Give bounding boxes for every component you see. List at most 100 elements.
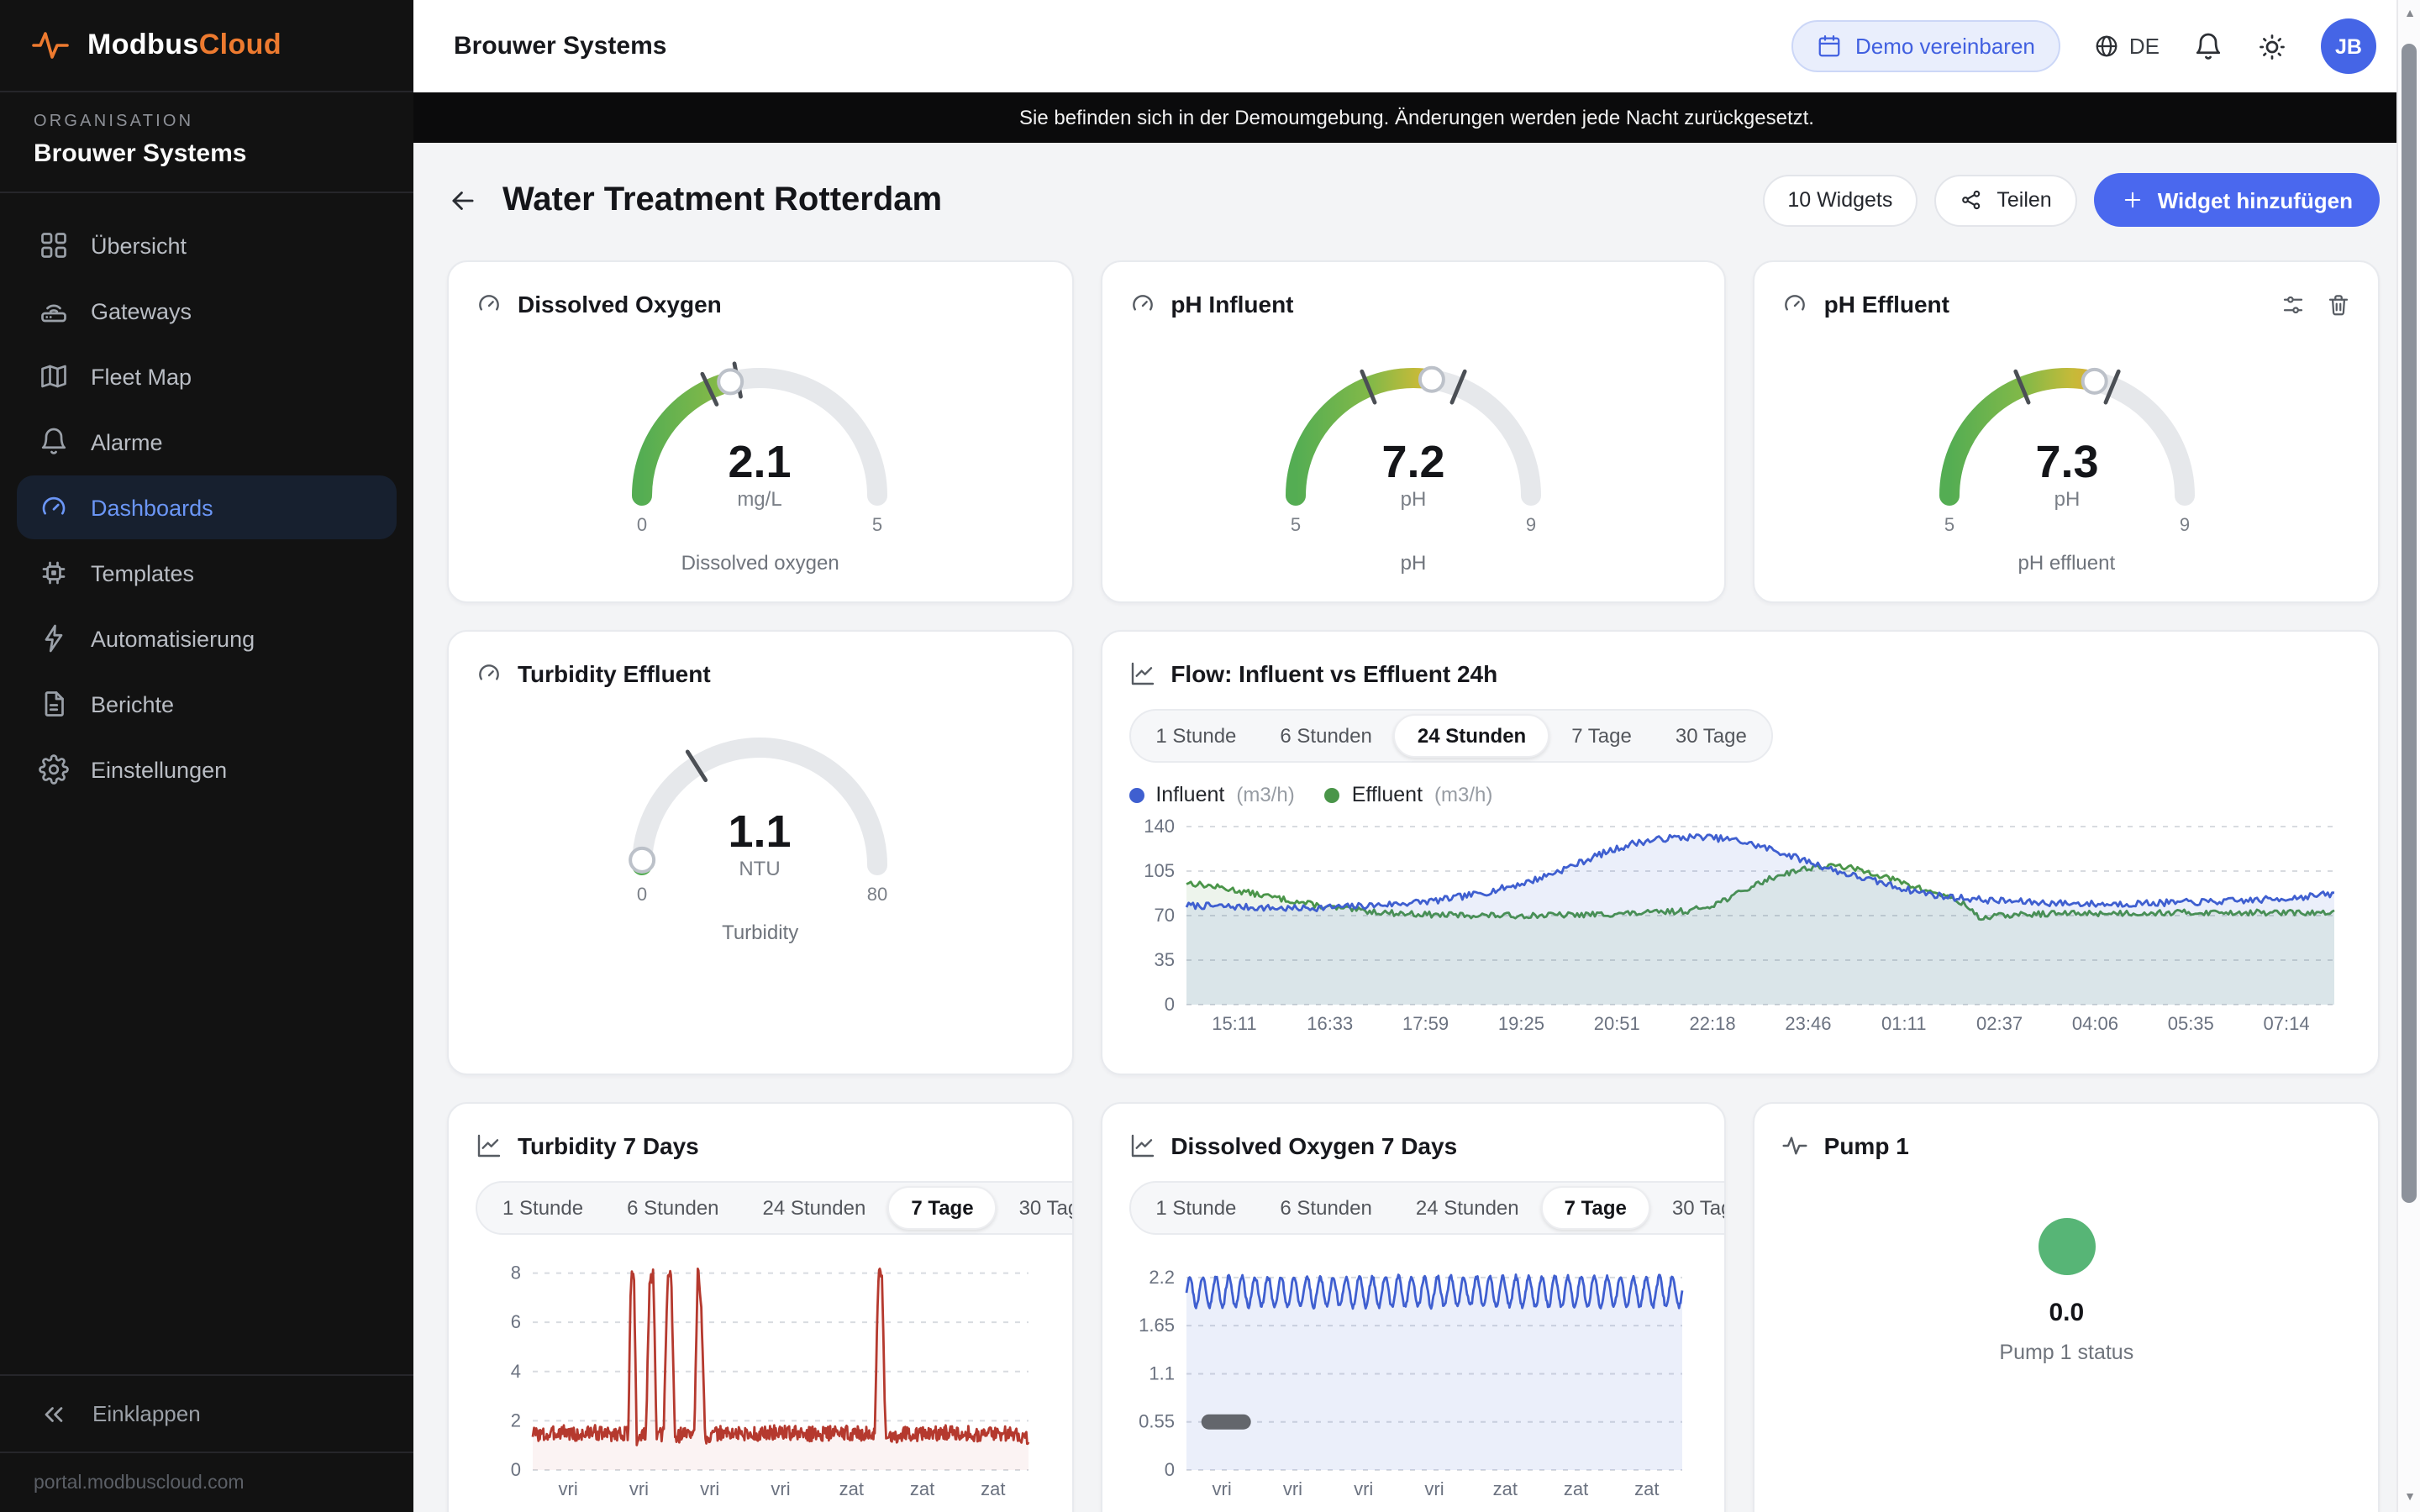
svg-text:vri: vri bbox=[700, 1478, 719, 1499]
svg-text:05:35: 05:35 bbox=[2167, 1013, 2213, 1034]
svg-text:zat: zat bbox=[910, 1478, 934, 1499]
share-button[interactable]: Teilen bbox=[1934, 174, 2076, 226]
sidebar-item-alarme[interactable]: Alarme bbox=[17, 410, 397, 474]
svg-text:zat: zat bbox=[1563, 1478, 1587, 1499]
gauge-caption: pH effluent bbox=[2018, 551, 2115, 575]
pump-status-body: 0.0 Pump 1 status bbox=[1782, 1164, 2351, 1364]
scroll-up-arrow[interactable]: ▲ bbox=[2398, 8, 2420, 20]
svg-text:0: 0 bbox=[1164, 994, 1174, 1015]
svg-text:4: 4 bbox=[511, 1361, 521, 1382]
widget-do-7days-chart: Dissolved Oxygen 7 Days 1 Stunde6 Stunde… bbox=[1100, 1102, 1726, 1512]
tab-7-tage[interactable]: 7 Tage bbox=[1541, 1186, 1650, 1230]
tab-30-tage[interactable]: 30 Tage bbox=[1654, 714, 1769, 758]
tab-6-stunden[interactable]: 6 Stunden bbox=[1258, 714, 1393, 758]
sidebar-item-gateways[interactable]: Gateways bbox=[17, 279, 397, 343]
brand-logo[interactable]: ModbusCloud bbox=[0, 0, 413, 92]
tab-30-tage[interactable]: 30 Tage bbox=[1650, 1186, 1727, 1230]
calendar-icon bbox=[1817, 34, 1842, 59]
widget-ph-influent-gauge: pH Influent 7.2pH59 pH bbox=[1100, 260, 1726, 603]
tab-6-stunden[interactable]: 6 Stunden bbox=[605, 1186, 740, 1230]
svg-text:1.1: 1.1 bbox=[729, 806, 792, 857]
sidebar-item-automatisierung[interactable]: Automatisierung bbox=[17, 606, 397, 670]
sidebar-item-label: Automatisierung bbox=[91, 626, 255, 651]
turbidity-chart-plot: 02468vrivrivrivrizatzatzat bbox=[476, 1248, 1044, 1504]
user-avatar[interactable]: JB bbox=[2321, 18, 2376, 74]
schedule-demo-button[interactable]: Demo vereinbaren bbox=[1791, 20, 2060, 72]
widget-header: pH Influent bbox=[1128, 286, 1697, 323]
back-arrow-icon[interactable] bbox=[447, 184, 479, 216]
svg-text:vri: vri bbox=[1282, 1478, 1302, 1499]
sidebar: ModbusCloud ORGANISATION Brouwer Systems… bbox=[0, 0, 413, 1512]
tab-1-stunde[interactable]: 1 Stunde bbox=[1134, 714, 1258, 758]
svg-text:20:51: 20:51 bbox=[1593, 1013, 1639, 1034]
notifications-bell-icon[interactable] bbox=[2193, 31, 2223, 61]
sidebar-item-fleet-map[interactable]: Fleet Map bbox=[17, 344, 397, 408]
legend-item-influent[interactable]: Influent(m3/h) bbox=[1128, 783, 1294, 806]
widget-ph-effluent-gauge: pH Effluent 7.3pH59 pH effluent bbox=[1754, 260, 2380, 603]
dashboard-content: Water Treatment Rotterdam 10 Widgets Tei… bbox=[413, 143, 2420, 1512]
sidebar-item--bersicht[interactable]: Übersicht bbox=[17, 213, 397, 277]
legend-dot bbox=[1128, 787, 1144, 802]
gauge-ph-influent: 7.2pH59 pH bbox=[1128, 328, 1697, 575]
sidebar-item-dashboards[interactable]: Dashboards bbox=[17, 475, 397, 539]
scrollbar-thumb[interactable] bbox=[2402, 44, 2417, 1203]
gauge-dissolved-oxygen: 2.1mg/L05 Dissolved oxygen bbox=[476, 328, 1044, 575]
svg-text:vri: vri bbox=[629, 1478, 649, 1499]
topbar-controls: Demo vereinbaren DE JB bbox=[1791, 18, 2376, 74]
tab-7-tage[interactable]: 7 Tage bbox=[1549, 714, 1654, 758]
sidebar-item-templates[interactable]: Templates bbox=[17, 541, 397, 605]
pulse-logo-icon bbox=[30, 25, 71, 66]
scrollbar[interactable]: ▲ ▼ bbox=[2396, 0, 2420, 1512]
svg-text:mg/L: mg/L bbox=[738, 488, 782, 511]
legend-unit: (m3/h) bbox=[1236, 783, 1294, 806]
gauge-caption: pH bbox=[1401, 551, 1427, 575]
tab-24-stunden[interactable]: 24 Stunden bbox=[741, 1186, 888, 1230]
widget-header: pH Effluent bbox=[1782, 286, 2351, 323]
tab-24-stunden[interactable]: 24 Stunden bbox=[1394, 714, 1549, 758]
chart-legend: Influent(m3/h) Effluent(m3/h) bbox=[1128, 780, 2351, 810]
widget-pump-status: Pump 1 0.0 Pump 1 status bbox=[1754, 1102, 2380, 1512]
widget-settings-icon[interactable] bbox=[2281, 291, 2306, 317]
gauge-turbidity: 1.1NTU080 Turbidity bbox=[476, 697, 1044, 944]
widget-title: Dissolved Oxygen 7 Days bbox=[1171, 1132, 1457, 1159]
tab-30-tage[interactable]: 30 Tage bbox=[997, 1186, 1074, 1230]
sidebar-item-einstellungen[interactable]: Einstellungen bbox=[17, 738, 397, 801]
page-actions: 10 Widgets Teilen Widget hinzufügen bbox=[1762, 173, 2380, 227]
gauge-icon bbox=[476, 291, 502, 318]
scroll-down-arrow[interactable]: ▼ bbox=[2398, 1492, 2420, 1504]
legend-item-effluent[interactable]: Effluent(m3/h) bbox=[1325, 783, 1493, 806]
flow-chart-plot: 0357010514015:1116:3317:5919:2520:5122:1… bbox=[1128, 816, 2351, 1038]
tab-6-stunden[interactable]: 6 Stunden bbox=[1258, 1186, 1393, 1230]
theme-toggle-sun-icon[interactable] bbox=[2257, 31, 2287, 61]
sidebar-item-label: Templates bbox=[91, 560, 194, 585]
sidebar-item-label: Gateways bbox=[91, 298, 192, 323]
language-selector[interactable]: DE bbox=[2094, 34, 2160, 59]
tab-7-tage[interactable]: 7 Tage bbox=[887, 1186, 997, 1230]
svg-text:35: 35 bbox=[1154, 949, 1174, 970]
svg-text:80: 80 bbox=[867, 884, 887, 905]
tab-24-stunden[interactable]: 24 Stunden bbox=[1394, 1186, 1541, 1230]
gauge-icon bbox=[1128, 291, 1155, 318]
router-icon bbox=[39, 296, 69, 326]
time-range-tabs: 1 Stunde6 Stunden24 Stunden7 Tage30 Tage bbox=[1128, 709, 1774, 763]
svg-text:2.1: 2.1 bbox=[729, 437, 792, 487]
file-icon bbox=[39, 689, 69, 719]
chip-icon bbox=[39, 558, 69, 588]
tab-1-stunde[interactable]: 1 Stunde bbox=[1134, 1186, 1258, 1230]
svg-text:9: 9 bbox=[2179, 514, 2189, 535]
sidebar-item-berichte[interactable]: Berichte bbox=[17, 672, 397, 736]
widget-title: Dissolved Oxygen bbox=[518, 291, 722, 318]
svg-text:105: 105 bbox=[1144, 860, 1175, 881]
svg-text:04:06: 04:06 bbox=[2071, 1013, 2118, 1034]
svg-text:5: 5 bbox=[1291, 514, 1301, 535]
sidebar-collapse-button[interactable]: Einklappen bbox=[0, 1374, 413, 1452]
widget-header: Pump 1 bbox=[1782, 1127, 2351, 1164]
svg-text:2: 2 bbox=[511, 1410, 521, 1431]
widget-actions bbox=[2281, 291, 2351, 317]
widget-delete-icon[interactable] bbox=[2326, 291, 2351, 317]
svg-text:zat: zat bbox=[839, 1478, 864, 1499]
tab-1-stunde[interactable]: 1 Stunde bbox=[481, 1186, 605, 1230]
add-widget-button[interactable]: Widget hinzufügen bbox=[2094, 173, 2380, 227]
bell-icon bbox=[39, 427, 69, 457]
chevrons-left-icon bbox=[39, 1399, 69, 1429]
